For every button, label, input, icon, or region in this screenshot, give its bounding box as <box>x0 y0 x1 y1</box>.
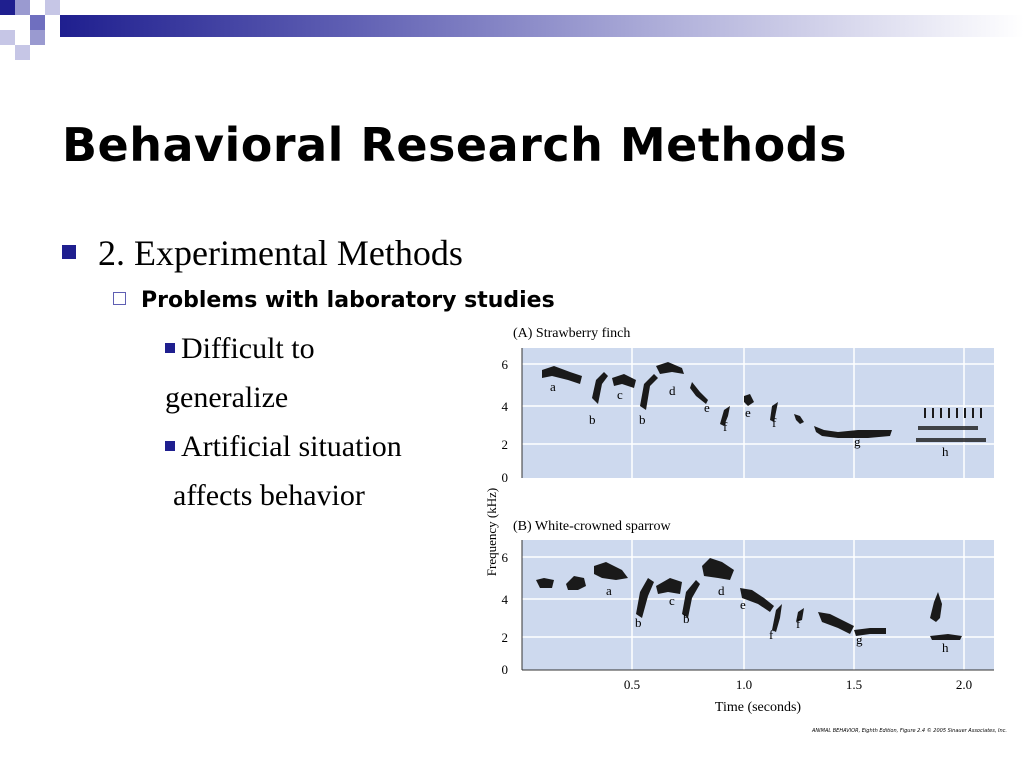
syllable-label: e <box>704 400 710 415</box>
x-tick-label: 1.5 <box>846 677 862 692</box>
syllable-label: b <box>589 412 596 427</box>
syllable-label: g <box>856 632 863 647</box>
sonogram-figure: (A) Strawberry finch 6 4 2 0 <box>478 322 1008 742</box>
syllable-label: f <box>723 419 728 434</box>
subbullet-text: Problems with laboratory studies <box>141 288 555 313</box>
panel-b-syllable-labels: a b c b d e f f g h <box>606 583 949 655</box>
x-tick-label: 1.0 <box>736 677 752 692</box>
point-text: Difficult to <box>181 332 315 365</box>
figure-credit: ANIMAL BEHAVIOR, Eighth Edition, Figure … <box>812 728 1007 734</box>
y-axis-label: Frequency (kHz) <box>484 488 499 576</box>
syllable-label: f <box>769 627 774 642</box>
panel-a-plot <box>522 348 994 478</box>
y-tick-label: 2 <box>502 630 509 645</box>
panel-a-song-syllables <box>542 362 986 442</box>
slide-title: Behavioral Research Methods <box>62 118 847 172</box>
bullet-square-icon <box>165 441 175 451</box>
y-tick-label: 6 <box>502 357 509 372</box>
panel-a-gridlines <box>522 348 994 478</box>
point-continuation: affects behavior <box>173 479 365 512</box>
bullet-experimental-methods: 2. Experimental Methods <box>62 232 463 274</box>
y-tick-label: 0 <box>502 470 509 485</box>
panel-a-syllable-labels: a b c b d e f e f g h <box>550 379 949 459</box>
syllable-label: f <box>772 415 777 430</box>
y-tick-label: 2 <box>502 437 509 452</box>
syllable-label: a <box>550 379 556 394</box>
panel-b-plot <box>522 540 994 670</box>
x-tick-label: 0.5 <box>624 677 640 692</box>
syllable-label: c <box>617 387 623 402</box>
header-gradient-bar <box>60 15 1024 37</box>
y-tick-label: 6 <box>502 550 509 565</box>
x-axis-label: Time (seconds) <box>715 700 802 715</box>
decorative-corner-squares <box>0 0 60 60</box>
panel-a-title: (A) Strawberry finch <box>513 326 630 341</box>
sonogram-svg: (A) Strawberry finch 6 4 2 0 <box>484 326 994 715</box>
syllable-label: h <box>942 640 949 655</box>
point-artificial-situation: Artificial situation <box>165 430 402 464</box>
syllable-label: f <box>796 616 801 631</box>
y-tick-label: 0 <box>502 662 509 677</box>
syllable-label: e <box>740 597 746 612</box>
syllable-label: b <box>635 615 642 630</box>
y-tick-label: 4 <box>502 592 509 607</box>
syllable-label: d <box>718 583 725 598</box>
bullet-square-icon <box>62 245 76 259</box>
syllable-label: b <box>683 611 690 626</box>
point-text: Artificial situation <box>181 430 402 463</box>
syllable-label: a <box>606 583 612 598</box>
syllable-label: e <box>745 405 751 420</box>
x-tick-label: 2.0 <box>956 677 972 692</box>
panel-b-title: (B) White-crowned sparrow <box>513 519 671 534</box>
x-tick-labels: 0.5 1.0 1.5 2.0 <box>624 677 972 692</box>
panel-b-gridlines <box>522 540 994 670</box>
subbullet-lab-problems: Problems with laboratory studies <box>113 288 555 313</box>
y-tick-label: 4 <box>502 399 509 414</box>
syllable-label: d <box>669 383 676 398</box>
bullet-square-icon <box>165 343 175 353</box>
syllable-label: c <box>669 593 675 608</box>
point-continuation: generalize <box>165 381 289 414</box>
syllable-label: h <box>942 444 949 459</box>
syllable-label: g <box>854 434 861 449</box>
hollow-square-bullet-icon <box>113 292 126 305</box>
bullet-text: 2. Experimental Methods <box>98 233 463 273</box>
point-difficult-to-generalize: Difficult to <box>165 332 315 366</box>
panel-b-song-syllables <box>536 558 962 640</box>
syllable-label: b <box>639 412 646 427</box>
